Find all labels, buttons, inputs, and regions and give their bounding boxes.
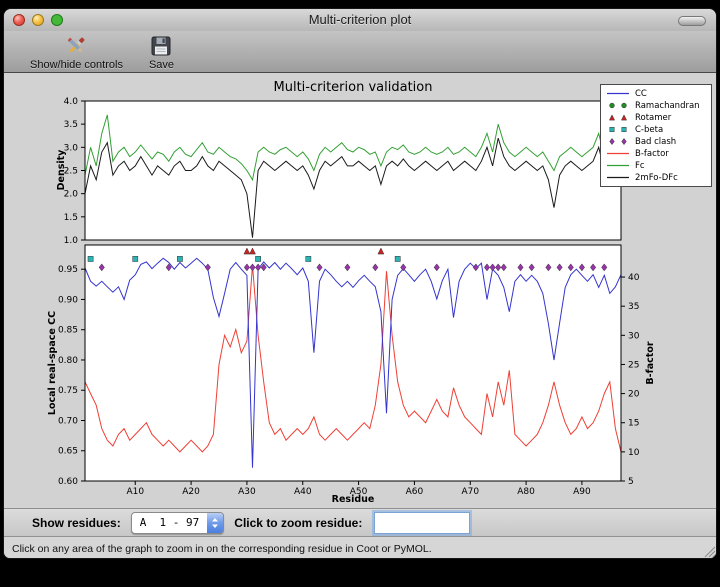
residue-axis-label: Residue	[85, 494, 621, 505]
tick-label: 0.75	[58, 386, 78, 396]
residue-range-value: A 1 - 97	[132, 513, 208, 533]
square-marker	[306, 256, 311, 261]
zoom-residue-label: Click to zoom residue:	[234, 516, 362, 530]
legend-line-icon	[605, 149, 631, 158]
tick-label: 0.60	[58, 477, 78, 487]
legend-line-icon	[605, 89, 631, 98]
status-bar: Click on any area of the graph to zoom i…	[4, 536, 717, 559]
diamond-marker	[610, 138, 615, 144]
tick-label: 25	[628, 360, 639, 370]
legend-entry-label: CC	[635, 89, 647, 99]
title-bar: Multi-criterion plot	[4, 9, 716, 31]
legend-entry: Fc	[605, 160, 707, 171]
legend-entry-label: Fc	[635, 161, 645, 171]
save-label: Save	[149, 59, 174, 71]
show-hide-controls-label: Show/hide controls	[30, 59, 123, 71]
legend-entry-label: B-factor	[635, 149, 669, 159]
tick-label: 0.85	[58, 326, 78, 336]
tick-label: 20	[628, 390, 640, 400]
zoom-residue-input[interactable]	[374, 512, 470, 534]
tick-label: 35	[628, 302, 639, 312]
square-marker	[255, 256, 260, 261]
toolbar: Show/hide controls Save	[4, 31, 716, 73]
resize-grip[interactable]	[702, 544, 716, 558]
legend-square-icon	[605, 125, 631, 134]
density-axis-label: Density	[55, 150, 67, 190]
cc-axis-label: Local real-space CC	[46, 343, 58, 383]
tick-label: 40	[628, 273, 640, 283]
residue-range-select[interactable]: A 1 - 97	[131, 512, 225, 534]
stepper-arrows-icon	[207, 513, 223, 533]
status-text: Click on any area of the graph to zoom i…	[12, 543, 432, 555]
save-button[interactable]: Save	[149, 31, 174, 71]
application-window: Multi-criterion plot Show/hide controls	[3, 8, 717, 559]
legend-entry: Ramachandran	[605, 100, 707, 111]
square-marker	[395, 256, 400, 261]
legend-entry: Bad clash	[605, 136, 707, 147]
tick-label: 3.5	[64, 120, 78, 130]
legend-circle-icon	[605, 101, 631, 110]
diamond-marker	[622, 138, 627, 144]
tick-label: 0.70	[58, 416, 78, 426]
figure-canvas: 1.01.52.02.53.03.54.00.600.650.700.750.8…	[4, 73, 717, 508]
tick-label: 0.90	[58, 295, 78, 305]
tick-label: 5	[628, 477, 634, 487]
legend-entry-label: 2mFo-DFc	[635, 173, 678, 183]
tick-label: 30	[628, 331, 640, 341]
bfactor-axis-label: B-factor	[644, 343, 656, 383]
legend-entry: C-beta	[605, 124, 707, 135]
tick-label: 10	[628, 448, 640, 458]
tick-label: 0.80	[58, 356, 78, 366]
controls-bar: Show residues: A 1 - 97 Click to zoom re…	[4, 508, 717, 536]
tick-label: 0.65	[58, 447, 78, 457]
legend-line-icon	[605, 173, 631, 182]
square-marker	[88, 256, 93, 261]
square-marker	[133, 256, 138, 261]
legend-entry-label: Ramachandran	[635, 101, 700, 111]
circle-marker	[622, 103, 627, 108]
legend-line-icon	[605, 161, 631, 170]
toolbar-toggle-button[interactable]	[678, 16, 706, 26]
legend-entry: Rotamer	[605, 112, 707, 123]
show-residues-label: Show residues:	[32, 516, 121, 530]
window-title: Multi-criterion plot	[4, 12, 716, 27]
triangle-marker	[621, 115, 626, 120]
tick-label: 15	[628, 419, 639, 429]
legend-entry-label: C-beta	[635, 125, 663, 135]
legend-entry: 2mFo-DFc	[605, 172, 707, 183]
save-icon	[149, 34, 173, 58]
tick-label: 1.0	[64, 236, 79, 246]
square-marker	[610, 127, 614, 131]
legend-entry: B-factor	[605, 148, 707, 159]
legend-entry-label: Rotamer	[635, 113, 671, 123]
circle-marker	[610, 103, 615, 108]
tick-label: 4.0	[64, 97, 79, 107]
square-marker	[622, 127, 626, 131]
cc-plot-area[interactable]	[85, 245, 621, 481]
legend-triangle-icon	[605, 113, 631, 122]
legend-entry-label: Bad clash	[635, 137, 676, 147]
legend-entry: CC	[605, 88, 707, 99]
triangle-marker	[609, 115, 614, 120]
square-marker	[177, 256, 182, 261]
legend: CC Ramachandran Rotamer C-beta Bad clash B-fa…	[600, 84, 712, 187]
density-plot-area[interactable]	[85, 101, 621, 240]
tools-icon	[64, 34, 88, 58]
chart-title: Multi-criterion validation	[85, 80, 621, 95]
show-hide-controls-button[interactable]: Show/hide controls	[30, 31, 123, 71]
tick-label: 0.95	[58, 265, 78, 275]
legend-diamond-icon	[605, 137, 631, 146]
tick-label: 1.5	[64, 213, 78, 223]
tick-label: 2.0	[64, 190, 79, 200]
